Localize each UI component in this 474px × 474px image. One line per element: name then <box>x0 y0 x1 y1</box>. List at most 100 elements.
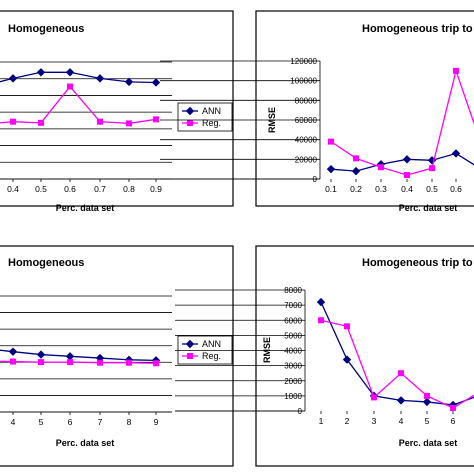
chart-title: Homogeneous <box>8 23 84 35</box>
legend-swatch-marker <box>187 120 193 126</box>
data-point <box>124 77 134 87</box>
data-point <box>451 149 461 158</box>
data-point <box>424 392 430 399</box>
data-point <box>36 350 46 359</box>
data-point <box>378 164 384 171</box>
legend-label: Reg. <box>202 118 221 128</box>
data-point <box>153 116 159 123</box>
data-point <box>126 359 132 366</box>
x-axis-label: Perc. data set <box>56 203 115 213</box>
data-point <box>95 74 105 83</box>
legend-label: ANN <box>202 339 221 349</box>
series-ann <box>0 68 161 87</box>
legend: ANN Reg. <box>177 102 233 132</box>
legend: ANN Reg. <box>177 335 233 365</box>
y-axis-label: RMSE <box>267 107 277 133</box>
y-axis-label: RMSE <box>262 337 272 363</box>
x-tick-label: 9 <box>154 417 159 427</box>
x-tick-label: 0.6 <box>64 184 76 194</box>
legend-swatch-marker <box>187 353 193 359</box>
chart-frame <box>255 245 474 467</box>
y-tick-label: 60000 <box>295 116 318 125</box>
data-point <box>398 370 404 377</box>
x-tick-label: 0.2 <box>350 184 362 194</box>
chart-tr: 0 20000 40000 60000 80000 100000 120000 0.1 0.2 0… <box>160 10 474 213</box>
x-tick-label: 4 <box>399 416 404 426</box>
x-tick-label: 0.6 <box>450 184 462 194</box>
y-tick-label: 100000 <box>290 77 317 86</box>
data-point <box>126 120 132 127</box>
legend-box <box>177 335 233 365</box>
data-point <box>10 358 16 365</box>
x-tick-label: 2 <box>345 416 350 426</box>
x-tick-label: 6 <box>451 416 456 426</box>
data-point <box>371 394 377 401</box>
data-point <box>97 359 103 366</box>
x-tick-label: 1 <box>319 416 324 426</box>
y-tick-label: 1000 <box>284 392 302 401</box>
data-point <box>429 165 435 172</box>
legend-label: ANN <box>202 106 221 116</box>
x-tick-label: 0.4 <box>7 184 19 194</box>
data-point <box>10 118 16 125</box>
y-tick-label: 120000 <box>290 57 317 66</box>
y-tick-label: 4000 <box>284 347 302 356</box>
legend-box <box>177 102 233 132</box>
y-tick-label: 20000 <box>295 155 318 164</box>
data-point <box>67 359 73 366</box>
data-point <box>404 172 410 179</box>
data-point <box>8 74 18 83</box>
data-point <box>326 164 336 174</box>
chart-frame <box>255 10 474 207</box>
x-tick-label: 0.9 <box>150 184 162 194</box>
series-reg <box>318 317 474 411</box>
legend-label: Reg. <box>202 351 221 361</box>
series-reg <box>0 83 159 127</box>
x-tick-label: 3 <box>372 416 377 426</box>
data-point <box>151 78 161 87</box>
y-tick-label: 0 <box>313 175 318 184</box>
y-tick-label: 3000 <box>284 362 302 371</box>
x-tick-label: 0.4 <box>401 184 413 194</box>
x-axis-label: Perc. data set <box>399 438 458 448</box>
data-point <box>422 397 432 407</box>
y-tick-label: 40000 <box>295 136 318 145</box>
y-tick-label: 0 <box>298 407 303 416</box>
x-tick-label: 0.1 <box>325 184 337 194</box>
legend-swatch-marker <box>185 339 195 349</box>
chart-tl: 0.4 0.5 0.6 0.7 0.8 0.9 Homogeneous Perc. data … <box>0 10 234 213</box>
data-point <box>342 355 352 364</box>
data-point <box>316 297 326 307</box>
series-reg <box>0 358 159 367</box>
data-point <box>36 68 46 77</box>
chart-bl: 4 5 6 7 8 9 Homogeneous Perc. data set ANN Reg. <box>0 245 234 467</box>
chart-br: 0 1000 2000 3000 4000 5000 6000 7000 8000 1 2 3 4 5 6 H… <box>175 245 474 467</box>
y-tick-label: 8000 <box>284 286 302 295</box>
data-point <box>97 118 103 125</box>
x-tick-label: 8 <box>127 417 132 427</box>
chart-title: Homogeneous trip to <box>362 257 473 269</box>
y-tick-label: 5000 <box>284 331 302 340</box>
x-tick-label: 5 <box>425 416 430 426</box>
data-point <box>38 119 44 126</box>
chart-title: Homogeneous trip to <box>362 23 473 35</box>
data-point <box>353 155 359 162</box>
y-tick-label: 80000 <box>295 96 318 105</box>
x-tick-label: 7 <box>98 417 103 427</box>
data-point <box>396 396 406 405</box>
data-point <box>67 83 73 90</box>
data-point <box>351 166 361 176</box>
x-tick-label: 0.8 <box>123 184 135 194</box>
x-axis-label: Perc. data set <box>56 438 115 448</box>
y-tick-label: 6000 <box>284 316 302 325</box>
series-reg <box>328 67 474 179</box>
data-point <box>153 360 159 367</box>
data-point <box>318 317 324 324</box>
x-axis-label: Perc. data set <box>399 203 458 213</box>
data-point <box>38 359 44 366</box>
data-point <box>328 138 334 145</box>
data-point <box>402 155 412 164</box>
data-point <box>344 323 350 330</box>
x-tick-label: 5 <box>39 417 44 427</box>
